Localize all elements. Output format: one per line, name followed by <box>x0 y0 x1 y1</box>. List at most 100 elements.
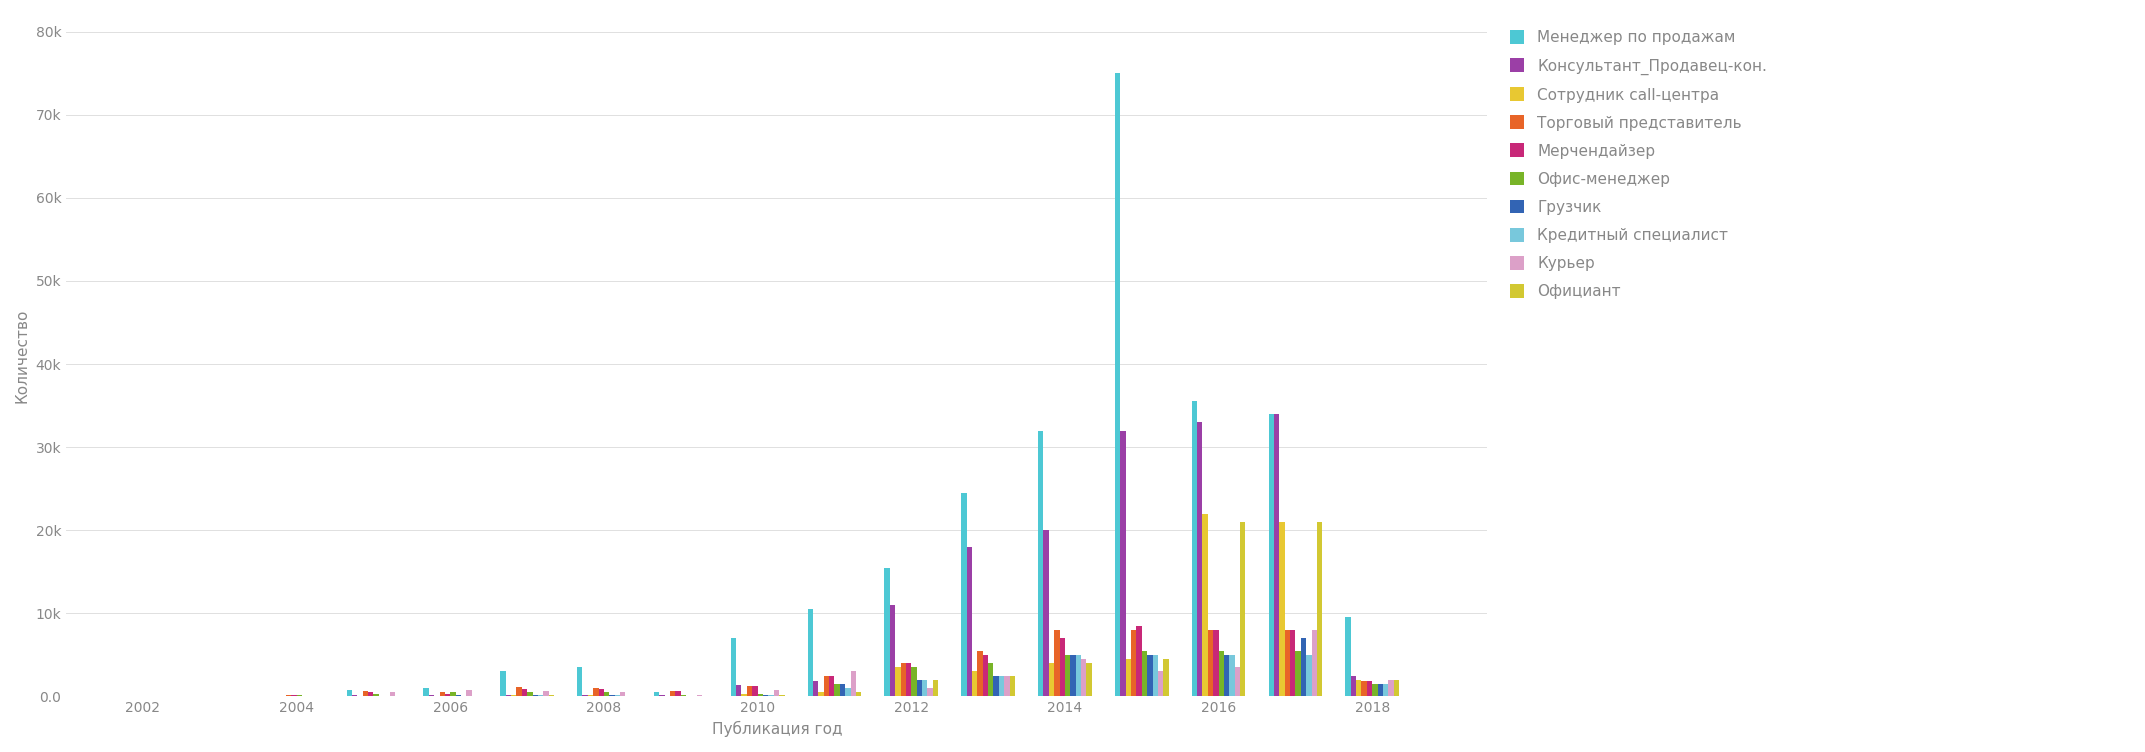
Bar <box>1203 514 1208 696</box>
Bar <box>352 695 358 696</box>
Bar <box>1240 522 1246 696</box>
Bar <box>779 695 785 696</box>
Bar <box>1384 684 1388 696</box>
Bar <box>1351 675 1356 696</box>
Bar <box>1060 638 1064 696</box>
Bar <box>292 695 296 696</box>
Bar <box>654 693 659 696</box>
Bar <box>1141 650 1148 696</box>
Bar <box>1296 650 1300 696</box>
Bar <box>532 695 538 696</box>
Bar <box>1137 626 1141 696</box>
Bar <box>1274 414 1278 696</box>
Bar <box>817 693 824 696</box>
Bar <box>517 687 521 696</box>
Bar <box>1130 630 1137 696</box>
Bar <box>1126 659 1130 696</box>
Bar <box>1278 522 1285 696</box>
Bar <box>390 693 395 696</box>
Bar <box>450 693 455 696</box>
Bar <box>764 695 768 696</box>
Bar <box>768 695 774 696</box>
Bar <box>511 695 517 696</box>
Bar <box>423 688 429 696</box>
Bar <box>1311 630 1317 696</box>
Bar <box>444 694 450 696</box>
Bar <box>1004 675 1010 696</box>
Bar <box>884 568 890 696</box>
Bar <box>916 680 922 696</box>
Bar <box>616 695 620 696</box>
Bar <box>500 672 506 696</box>
Bar <box>1317 522 1321 696</box>
Bar <box>1225 655 1229 696</box>
Bar <box>845 688 852 696</box>
Bar <box>993 675 1000 696</box>
Bar <box>1120 430 1126 696</box>
Bar <box>1362 681 1366 696</box>
Bar <box>834 684 841 696</box>
Bar <box>1000 675 1004 696</box>
Bar <box>1197 422 1203 696</box>
Bar <box>1394 680 1399 696</box>
Bar <box>1163 659 1169 696</box>
Bar <box>1214 630 1218 696</box>
Bar <box>989 663 993 696</box>
Bar <box>1306 655 1311 696</box>
Bar <box>363 691 369 696</box>
Bar <box>1229 655 1236 696</box>
Bar <box>549 695 553 696</box>
Bar <box>982 655 989 696</box>
Bar <box>429 695 433 696</box>
Bar <box>1289 630 1296 696</box>
Bar <box>538 695 543 696</box>
Bar <box>757 694 764 696</box>
Bar <box>1070 655 1075 696</box>
Bar <box>676 691 680 696</box>
Bar <box>1148 655 1152 696</box>
X-axis label: Публикация год: Публикация год <box>712 721 843 737</box>
Bar <box>978 650 982 696</box>
Bar <box>1053 630 1060 696</box>
Bar <box>697 695 701 696</box>
Bar <box>440 693 444 696</box>
Bar <box>1377 684 1384 696</box>
Bar <box>1388 680 1394 696</box>
Bar <box>347 690 352 696</box>
Bar <box>830 675 834 696</box>
Bar <box>1075 655 1081 696</box>
Bar <box>521 689 528 696</box>
Bar <box>577 667 583 696</box>
Bar <box>1218 650 1225 696</box>
Bar <box>841 684 845 696</box>
Bar <box>605 693 609 696</box>
Bar <box>543 691 549 696</box>
Bar <box>967 547 972 696</box>
Bar <box>583 695 588 696</box>
Bar <box>1208 630 1214 696</box>
Bar <box>1345 617 1351 696</box>
Bar <box>1158 672 1163 696</box>
Bar <box>598 689 605 696</box>
Bar <box>824 675 830 696</box>
Bar <box>1115 73 1120 696</box>
Bar <box>1049 663 1053 696</box>
Bar <box>736 685 742 696</box>
Bar <box>1064 655 1070 696</box>
Bar <box>1356 680 1362 696</box>
Bar <box>1010 675 1015 696</box>
Bar <box>669 691 676 696</box>
Bar <box>742 694 746 696</box>
Legend: Менеджер по продажам, Консультант_Продавец-кон., Сотрудник call-центра, Торговый: Менеджер по продажам, Консультант_Продав… <box>1502 23 1774 307</box>
Y-axis label: Количество: Количество <box>15 308 30 403</box>
Bar <box>1268 414 1274 696</box>
Bar <box>746 687 753 696</box>
Bar <box>894 667 901 696</box>
Bar <box>588 695 594 696</box>
Bar <box>901 663 905 696</box>
Bar <box>912 667 916 696</box>
Bar <box>465 690 472 696</box>
Bar <box>1152 655 1158 696</box>
Bar <box>680 695 686 696</box>
Bar <box>1081 659 1085 696</box>
